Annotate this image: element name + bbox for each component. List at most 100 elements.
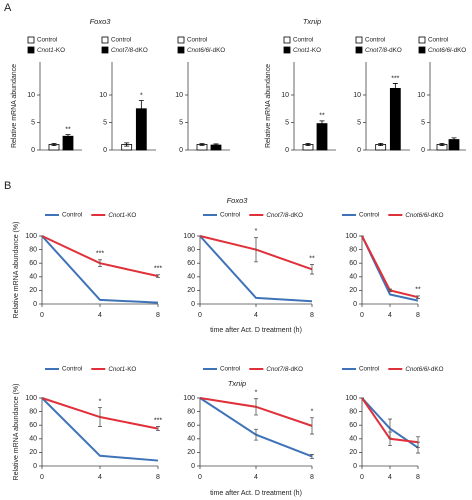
legend-swatch — [418, 46, 426, 54]
y-tick-label: 60 — [187, 422, 195, 429]
y-tick-label: 0 — [353, 463, 357, 470]
error-bar — [392, 83, 398, 94]
legend-label: Control — [359, 366, 379, 373]
error-bar — [65, 134, 71, 139]
error-bar — [439, 143, 445, 146]
y-tick-label: 0 — [191, 463, 195, 470]
legend-label: Control — [62, 366, 82, 373]
error-bar — [199, 143, 205, 146]
legend-label: Cnot6/6l-dKO — [405, 366, 443, 373]
x-tick-label: 8 — [416, 474, 420, 481]
x-tick-label: 4 — [254, 312, 258, 319]
error-bar — [98, 407, 102, 427]
y-tick-label: 0 — [353, 301, 357, 308]
y-tick-label: 80 — [29, 246, 37, 253]
legend-label: Control — [111, 37, 131, 44]
legend-swatch — [27, 36, 35, 44]
y-tick-label: 5 — [357, 119, 361, 126]
legend-swatch — [355, 36, 363, 44]
legend-label: Control — [220, 366, 240, 373]
significance: ** — [319, 113, 325, 120]
legend-label: Cnot1-KO — [108, 366, 136, 373]
chart-title: Foxo3 — [227, 196, 249, 205]
y-tick-label: 5 — [103, 119, 107, 126]
x-tick-label: 4 — [388, 474, 392, 481]
y-tick-label: 40 — [349, 436, 357, 443]
y-tick-label: 5 — [179, 119, 183, 126]
y-tick-label: 80 — [187, 408, 195, 415]
y-tick-label: 40 — [187, 274, 195, 281]
significance: ** — [65, 126, 71, 133]
x-tick-label: 0 — [360, 312, 364, 319]
y-tick-label: 100 — [25, 395, 37, 402]
bar — [389, 88, 401, 151]
y-tick-label: 0 — [285, 147, 289, 154]
legend-swatch — [27, 46, 35, 54]
legend-label: Control — [293, 37, 313, 44]
legend-label: Control — [220, 212, 240, 219]
error-bar — [156, 274, 160, 278]
bar — [62, 135, 74, 151]
y-tick-label: 20 — [29, 287, 37, 294]
y-tick-label: 40 — [29, 436, 37, 443]
error-bar — [451, 137, 457, 142]
x-axis-label: time after Act. D treatment (h) — [210, 327, 302, 334]
legend-swatch — [177, 46, 185, 54]
error-bar — [305, 143, 311, 146]
error-bar — [310, 417, 314, 435]
line — [199, 235, 313, 303]
y-tick-label: 100 — [183, 395, 195, 402]
y-tick-label: 100 — [345, 395, 357, 402]
significance: * — [255, 390, 258, 397]
legend-swatch — [101, 46, 109, 54]
significance: *** — [154, 417, 162, 424]
y-tick-label: 100 — [25, 233, 37, 240]
x-tick-label: 0 — [198, 474, 202, 481]
error-bar — [416, 436, 420, 449]
panel-label: B — [4, 180, 11, 192]
y-axis-label: Relative mRNA abundance — [265, 64, 272, 148]
y-tick-label: 20 — [187, 449, 195, 456]
y-tick-label: 10 — [417, 92, 425, 99]
y-axis-label: Relative mRNA abundance — [11, 64, 18, 148]
y-tick-label: 60 — [29, 260, 37, 267]
x-tick-label: 0 — [40, 474, 44, 481]
x-tick-label: 0 — [40, 312, 44, 319]
x-tick-label: 4 — [388, 312, 392, 319]
y-tick-label: 40 — [29, 274, 37, 281]
x-tick-label: 4 — [98, 474, 102, 481]
error-bar — [378, 143, 384, 146]
x-tick-label: 8 — [416, 312, 420, 319]
legend-swatch — [418, 36, 426, 44]
legend-label: Cnot7/8-dKO — [365, 47, 402, 54]
y-tick-label: 5 — [421, 119, 425, 126]
significance: * — [255, 228, 258, 235]
y-tick-label: 80 — [349, 408, 357, 415]
bar — [316, 123, 328, 151]
error-bar — [254, 398, 258, 416]
y-tick-label: 0 — [191, 301, 195, 308]
significance: * — [311, 409, 314, 416]
legend-label: Cnot6/6l-dKO — [187, 47, 225, 54]
y-tick-label: 60 — [349, 260, 357, 267]
significance: *** — [154, 266, 162, 273]
y-tick-label: 100 — [183, 233, 195, 240]
x-tick-label: 8 — [310, 474, 314, 481]
y-tick-label: 100 — [345, 233, 357, 240]
error-bar — [51, 143, 57, 146]
legend-label: Cnot6/6l-dKO — [428, 47, 466, 54]
x-tick-label: 4 — [98, 312, 102, 319]
chart-title: Foxo3 — [90, 17, 112, 26]
error-bar — [310, 264, 314, 275]
y-tick-label: 0 — [179, 147, 183, 154]
x-tick-label: 0 — [360, 474, 364, 481]
y-tick-label: 5 — [285, 119, 289, 126]
legend-label: Cnot1-KO — [37, 47, 65, 54]
error-bar — [388, 431, 392, 446]
significance: *** — [96, 251, 104, 258]
significance: * — [99, 398, 102, 405]
y-tick-label: 10 — [281, 92, 289, 99]
y-axis-label: Relative mRNA abundance (%) — [13, 384, 20, 481]
y-tick-label: 0 — [33, 463, 37, 470]
legend-label: Control — [359, 212, 379, 219]
